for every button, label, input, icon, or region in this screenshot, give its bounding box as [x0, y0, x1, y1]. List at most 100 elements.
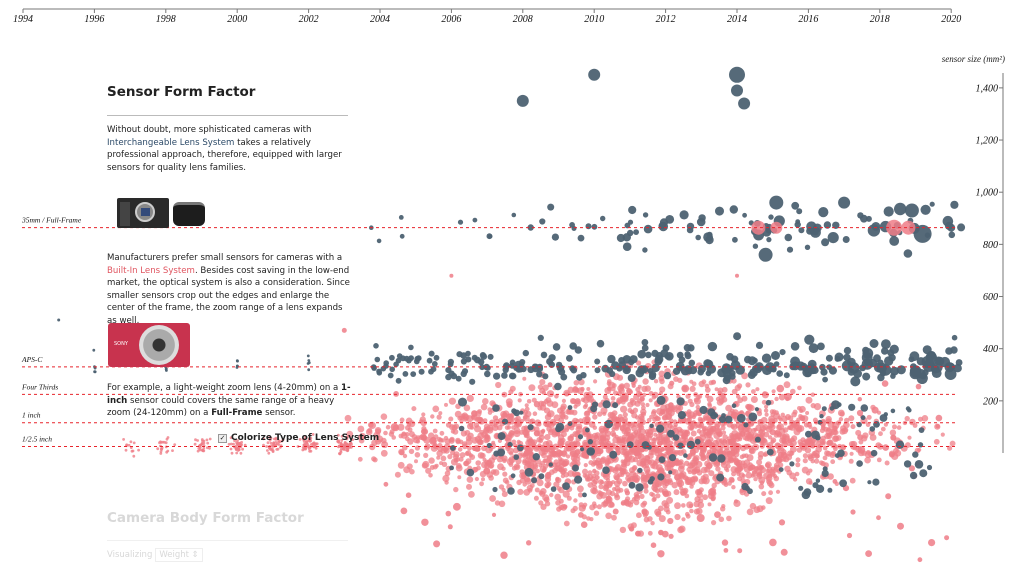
built-in-lens-point: [298, 438, 302, 441]
built-in-lens-point: [405, 492, 412, 499]
built-in-lens-point: [313, 444, 317, 448]
interchangeable-lens-point: [539, 218, 546, 225]
built-in-lens-point: [563, 446, 569, 452]
checkbox-icon[interactable]: ✓: [218, 433, 227, 443]
mirrorless-camera-image: [117, 198, 169, 228]
built-in-lens-point: [453, 451, 460, 458]
interchangeable-lens-point: [950, 346, 958, 354]
built-in-lens-point: [695, 507, 703, 515]
colorize-checkbox[interactable]: ✓ Colorize Type of Lens System: [218, 433, 379, 443]
interchangeable-lens-point: [822, 466, 828, 472]
interchangeable-lens-point: [896, 365, 906, 375]
built-in-lens-point: [474, 435, 482, 443]
built-in-lens-point: [822, 455, 828, 461]
built-in-lens-point: [357, 425, 365, 433]
built-in-lens-point: [338, 452, 341, 455]
built-in-lens-point: [892, 424, 897, 430]
built-in-lens-point: [515, 415, 521, 422]
built-in-lens-point: [830, 450, 837, 457]
interchangeable-lens-point: [957, 223, 966, 232]
built-in-lens-point: [229, 442, 233, 446]
interchangeable-lens-point: [596, 339, 605, 348]
interchangeable-lens-point: [890, 373, 896, 379]
built-in-lens-point: [570, 508, 576, 514]
built-in-lens-point: [682, 431, 689, 438]
built-in-lens-link[interactable]: Built-In Lens System: [107, 265, 195, 276]
interchangeable-lens-point: [587, 447, 595, 455]
interchangeable-lens-point: [731, 403, 737, 409]
built-in-lens-point: [735, 273, 739, 278]
built-in-lens-point: [444, 402, 448, 407]
built-in-lens-point: [777, 451, 785, 459]
interchangeable-lens-point: [602, 400, 611, 409]
built-in-lens-point: [673, 376, 679, 382]
visualizing-control: Visualizing Weight ⇕: [107, 548, 203, 562]
built-in-lens-point: [440, 455, 447, 462]
built-in-lens-point: [741, 372, 748, 380]
built-in-lens-point: [635, 530, 641, 537]
built-in-lens-point: [797, 385, 802, 391]
interchangeable-lens-link[interactable]: Interchangeable Lens System: [107, 137, 235, 148]
built-in-lens-point: [689, 448, 696, 455]
built-in-lens-point: [687, 420, 694, 427]
built-in-lens-point: [583, 463, 588, 468]
panel-title: Sensor Form Factor: [107, 84, 256, 100]
interchangeable-lens-point: [450, 445, 456, 451]
built-in-lens-point: [553, 414, 561, 422]
built-in-lens-point: [635, 386, 641, 393]
built-in-lens-point: [718, 516, 725, 523]
built-in-lens-point: [698, 478, 705, 485]
interchangeable-lens-point: [735, 365, 745, 375]
built-in-lens-point: [443, 435, 449, 441]
built-in-lens-point: [726, 460, 731, 465]
built-in-lens-point: [558, 443, 564, 449]
interchangeable-lens-point: [786, 246, 794, 253]
interchangeable-lens-point: [642, 212, 649, 218]
built-in-lens-point: [561, 398, 567, 403]
interchangeable-lens-point: [699, 405, 708, 415]
interchangeable-lens-point: [795, 219, 801, 225]
interchangeable-lens-point: [550, 486, 557, 492]
interchangeable-lens-point: [479, 352, 486, 359]
interchangeable-lens-point: [567, 421, 573, 427]
built-in-lens-point: [411, 406, 417, 412]
built-in-lens-point: [625, 431, 631, 437]
interchangeable-lens-point: [766, 448, 774, 456]
built-in-lens-point: [474, 476, 479, 482]
built-in-lens-point: [407, 438, 414, 445]
built-in-lens-point: [881, 380, 889, 387]
built-in-lens-point: [693, 500, 700, 508]
built-in-lens-point: [684, 493, 690, 499]
interchangeable-lens-point: [790, 356, 801, 367]
built-in-lens-point: [701, 379, 707, 385]
built-in-lens-point: [523, 414, 530, 422]
visualizing-select[interactable]: Weight ⇕: [155, 548, 203, 562]
built-in-lens-point: [666, 447, 672, 453]
built-in-lens-point: [438, 411, 443, 416]
built-in-lens-point: [544, 423, 549, 428]
built-in-lens-point: [673, 489, 680, 496]
built-in-lens-point: [618, 387, 625, 394]
interchangeable-lens-point: [742, 212, 747, 218]
interchangeable-lens-point: [736, 413, 746, 423]
paragraph-interchangeable: Without doubt, more sphisticated cameras…: [107, 124, 352, 174]
built-in-lens-point: [668, 533, 674, 539]
built-in-lens-point: [893, 448, 899, 454]
built-in-lens-point: [615, 420, 621, 427]
built-in-lens-point: [479, 481, 484, 487]
built-in-lens-point: [536, 479, 544, 487]
built-in-lens-point: [650, 542, 657, 548]
interchangeable-lens-point: [770, 365, 777, 372]
interchangeable-lens-point: [879, 414, 888, 422]
built-in-lens-point: [415, 439, 421, 444]
built-in-lens-point: [616, 437, 621, 442]
built-in-lens-point: [721, 430, 727, 435]
built-in-lens-point: [627, 401, 634, 408]
built-in-lens-point: [774, 429, 781, 436]
built-in-lens-point: [340, 439, 344, 442]
built-in-lens-point: [750, 396, 758, 403]
built-in-lens-point: [159, 452, 163, 455]
built-in-lens-point: [721, 479, 728, 486]
interchangeable-lens-point: [668, 454, 677, 462]
interchangeable-lens-point: [594, 358, 601, 365]
